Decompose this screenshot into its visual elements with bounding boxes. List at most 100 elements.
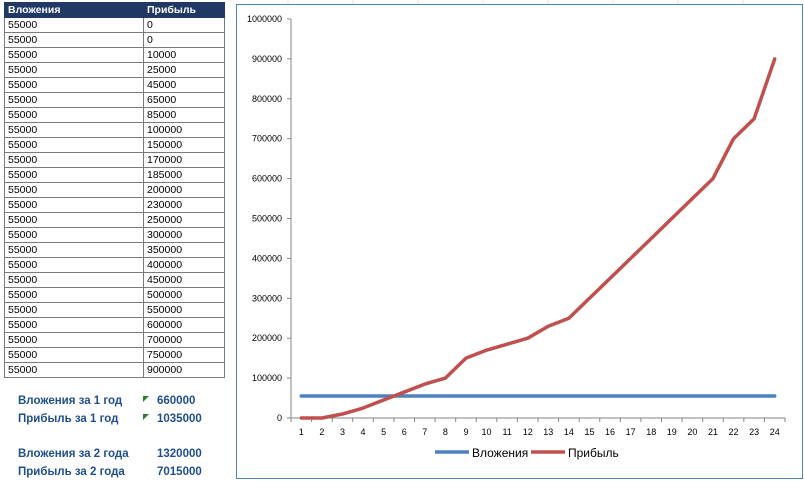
cell-profit[interactable]: 170000	[143, 152, 225, 168]
cell-investment[interactable]: 55000	[4, 332, 144, 348]
cell-investment[interactable]: 55000	[4, 167, 144, 183]
series-line-profit[interactable]	[299, 57, 777, 420]
cell-investment[interactable]: 55000	[4, 242, 144, 258]
cell-investment[interactable]: 55000	[4, 32, 144, 48]
data-point[interactable]	[361, 406, 365, 410]
cell-profit[interactable]: 100000	[143, 122, 225, 138]
summary-label[interactable]: Прибыль за 1 год	[18, 413, 119, 425]
data-point[interactable]	[649, 236, 653, 240]
cell-investment[interactable]: 55000	[4, 302, 144, 318]
cell-investment[interactable]: 55000	[4, 122, 144, 138]
data-point[interactable]	[587, 394, 591, 398]
data-point[interactable]	[732, 137, 736, 141]
header-investments[interactable]: Вложения	[4, 2, 144, 18]
cell-profit[interactable]: 250000	[143, 212, 225, 228]
data-point[interactable]	[485, 348, 489, 352]
data-point[interactable]	[443, 376, 447, 380]
cell-profit[interactable]: 200000	[143, 182, 225, 198]
cell-investment[interactable]: 55000	[4, 272, 144, 288]
cell-profit[interactable]: 600000	[143, 317, 225, 333]
data-point[interactable]	[361, 394, 365, 398]
summary-value[interactable]: 1035000	[157, 413, 202, 425]
cell-profit[interactable]: 65000	[143, 92, 225, 108]
cell-profit[interactable]: 750000	[143, 347, 225, 363]
cell-investment[interactable]: 55000	[4, 47, 144, 63]
data-point[interactable]	[773, 394, 777, 398]
data-point[interactable]	[546, 394, 550, 398]
cell-investment[interactable]: 55000	[4, 287, 144, 303]
cell-investment[interactable]: 55000	[4, 227, 144, 243]
data-point[interactable]	[732, 394, 736, 398]
cell-investment[interactable]: 55000	[4, 317, 144, 333]
line-chart[interactable]: 0 100000 200000 300000 400000 500000 600000 700…	[236, 4, 803, 479]
cell-profit[interactable]: 900000	[143, 362, 225, 378]
data-point[interactable]	[649, 394, 653, 398]
summary-value[interactable]: 660000	[157, 395, 196, 407]
data-point[interactable]	[670, 394, 674, 398]
data-point[interactable]	[340, 412, 344, 416]
summary-value[interactable]: 1320000	[157, 448, 202, 460]
data-point[interactable]	[526, 336, 530, 340]
header-profit[interactable]: Прибыль	[143, 2, 225, 18]
cell-investment[interactable]: 55000	[4, 257, 144, 273]
cell-profit[interactable]: 185000	[143, 167, 225, 183]
data-point[interactable]	[690, 394, 694, 398]
data-point[interactable]	[299, 394, 303, 398]
data-point[interactable]	[320, 416, 324, 420]
data-point[interactable]	[629, 394, 633, 398]
cell-investment[interactable]: 55000	[4, 362, 144, 378]
cell-profit[interactable]: 500000	[143, 287, 225, 303]
cell-profit[interactable]: 350000	[143, 242, 225, 258]
cell-investment[interactable]: 55000	[4, 92, 144, 108]
cell-profit[interactable]: 150000	[143, 137, 225, 153]
data-point[interactable]	[443, 394, 447, 398]
data-point[interactable]	[320, 394, 324, 398]
data-point[interactable]	[464, 356, 468, 360]
summary-label[interactable]: Вложения за 1 год	[18, 395, 123, 407]
data-point[interactable]	[464, 394, 468, 398]
summary-label[interactable]: Прибыль за 2 года	[18, 466, 125, 478]
data-point[interactable]	[752, 117, 756, 121]
data-point[interactable]	[567, 394, 571, 398]
summary-value[interactable]: 7015000	[157, 466, 202, 478]
data-point[interactable]	[711, 177, 715, 181]
data-point[interactable]	[670, 217, 674, 221]
data-point[interactable]	[299, 416, 303, 420]
cell-investment[interactable]: 55000	[4, 137, 144, 153]
cell-investment[interactable]: 55000	[4, 77, 144, 93]
cell-investment[interactable]: 55000	[4, 182, 144, 198]
data-point[interactable]	[587, 296, 591, 300]
data-point[interactable]	[402, 390, 406, 394]
cell-investment[interactable]: 55000	[4, 347, 144, 363]
legend-label[interactable]: Прибыль	[568, 446, 619, 460]
cell-profit[interactable]: 45000	[143, 77, 225, 93]
cell-investment[interactable]: 55000	[4, 17, 144, 33]
cell-investment[interactable]: 55000	[4, 107, 144, 123]
data-point[interactable]	[608, 276, 612, 280]
summary-label[interactable]: Вложения за 2 года	[18, 448, 129, 460]
data-point[interactable]	[567, 316, 571, 320]
legend-label[interactable]: Вложения	[472, 446, 528, 460]
cell-profit[interactable]: 0	[143, 32, 225, 48]
data-point[interactable]	[752, 394, 756, 398]
cell-profit[interactable]: 550000	[143, 302, 225, 318]
cell-profit[interactable]: 85000	[143, 107, 225, 123]
cell-investment[interactable]: 55000	[4, 197, 144, 213]
data-point[interactable]	[382, 394, 386, 398]
data-point[interactable]	[423, 382, 427, 386]
cell-profit[interactable]: 400000	[143, 257, 225, 273]
data-point[interactable]	[773, 57, 777, 61]
data-point[interactable]	[608, 394, 612, 398]
cell-profit[interactable]: 700000	[143, 332, 225, 348]
cell-profit[interactable]: 0	[143, 17, 225, 33]
data-point[interactable]	[505, 394, 509, 398]
cell-profit[interactable]: 25000	[143, 62, 225, 78]
cell-investment[interactable]: 55000	[4, 152, 144, 168]
cell-profit[interactable]: 450000	[143, 272, 225, 288]
cell-profit[interactable]: 230000	[143, 197, 225, 213]
cell-profit[interactable]: 10000	[143, 47, 225, 63]
data-point[interactable]	[423, 394, 427, 398]
data-point[interactable]	[629, 256, 633, 260]
data-point[interactable]	[382, 398, 386, 402]
cell-investment[interactable]: 55000	[4, 62, 144, 78]
